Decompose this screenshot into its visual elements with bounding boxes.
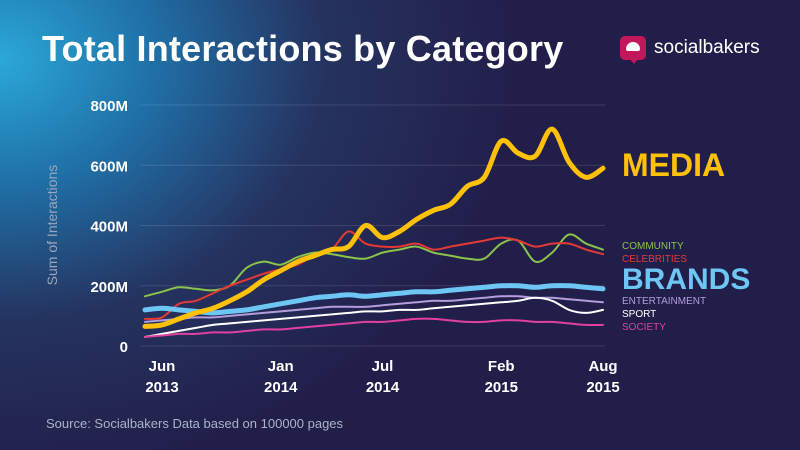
y-axis-label: Sum of Interactions: [44, 165, 60, 286]
x-tick-year: 2014: [366, 379, 400, 396]
series-line-sport: [144, 296, 604, 338]
y-tick-label: 0: [120, 339, 128, 356]
y-tick-label: 200M: [90, 279, 128, 296]
series-line-society: [144, 317, 604, 338]
legend-label-entertainment: ENTERTAINMENT: [622, 296, 706, 307]
series-line-celebrities: [144, 230, 604, 320]
x-tick-label: Aug: [588, 358, 617, 375]
legend-label-brands: BRANDS: [622, 263, 750, 296]
legend-label-media: MEDIA: [622, 147, 725, 183]
x-tick-label: Jan: [268, 358, 294, 375]
y-tick-label: 600M: [90, 158, 128, 175]
x-tick-year: 2013: [145, 379, 178, 396]
page-title: Total Interactions by Category: [42, 28, 564, 69]
y-axis: 0 200M 400M 600M 800M: [90, 98, 128, 356]
series-line-entertainment: [144, 295, 604, 323]
legend-label-celebrities: CELEBRITIES: [622, 254, 687, 265]
y-tick-label: 400M: [90, 219, 128, 236]
x-tick-year: 2014: [264, 379, 298, 396]
x-tick-label: Jun: [149, 358, 176, 375]
x-axis: Jun 2013 Jan 2014 Jul 2014 Feb 2015 Aug 2015: [145, 358, 619, 396]
x-tick-year: 2015: [586, 379, 619, 396]
series: [142, 126, 606, 338]
x-tick-label: Jul: [372, 358, 394, 375]
legend-label-society: SOCIETY: [622, 322, 666, 333]
series-line-brands: [142, 283, 606, 316]
chef-hat-icon: [620, 36, 646, 64]
brand-name: socialbakers: [654, 37, 760, 58]
source-note: Source: Socialbakers Data based on 10000…: [46, 416, 344, 431]
legend-label-community: COMMUNITY: [622, 241, 684, 252]
series-line-media: [142, 126, 606, 329]
x-tick-label: Feb: [488, 358, 515, 375]
legend-label-sport: SPORT: [622, 309, 656, 320]
y-tick-label: 800M: [90, 98, 128, 115]
x-tick-year: 2015: [485, 379, 518, 396]
brand-logo: socialbakers: [620, 36, 760, 64]
